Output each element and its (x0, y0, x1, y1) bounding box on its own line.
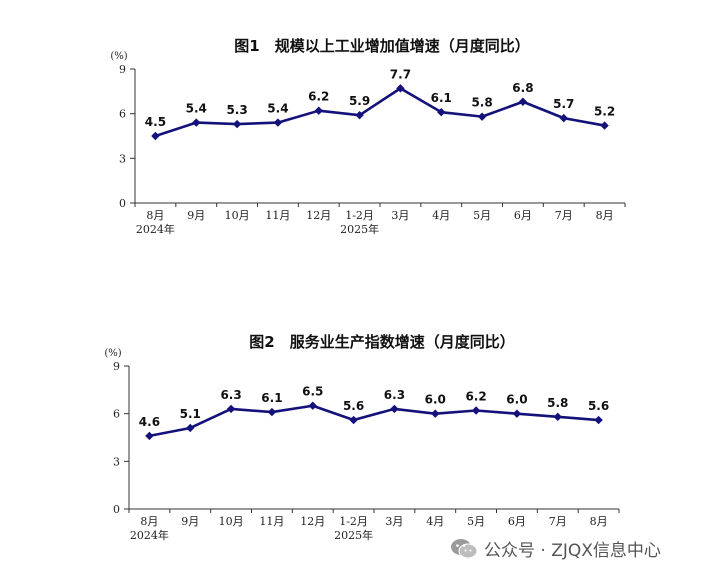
chart2-data-point (594, 415, 603, 425)
chart1-data-point (396, 84, 405, 93)
chart2-series-line (149, 404, 599, 438)
chart1-data-label: 5.3 (226, 103, 247, 117)
chart1-data-point (151, 131, 160, 141)
chart1-x-tick-label: 8月 (596, 209, 614, 222)
chart2-x-tick-label: 11月 (259, 515, 284, 528)
chart1-data-point (355, 110, 364, 120)
chart2-x-tick-label: 9月 (181, 515, 199, 528)
chart1-title: 图1 规模以上工业增加值增速（月度同比） (234, 37, 530, 55)
chart2-x-tick-label: 1-2月 (339, 515, 368, 528)
chart1-y-tick-label: 0 (119, 197, 126, 210)
chart2-data-label: 6.0 (506, 393, 527, 407)
chart2-data-point (349, 415, 358, 425)
chart2-data-point (186, 423, 195, 433)
chart1-data-label: 6.8 (512, 81, 533, 95)
chart2-x-tick-label: 3月 (385, 515, 403, 528)
chart1-x-tick-label: 6月 (514, 209, 532, 222)
chart2-data-point (512, 409, 522, 418)
chart2-x-tick-label: 7月 (549, 515, 567, 528)
chart1-data-point (192, 118, 201, 127)
chart2-x-tick-label: 8月 (590, 515, 608, 528)
chart2-data-point (431, 409, 440, 418)
chart1-y-tick-label: 6 (119, 108, 126, 121)
chart1-year-label: 2025年 (340, 222, 379, 236)
chart1-data-point (559, 113, 568, 123)
wechat-icon (451, 538, 478, 558)
chart2-data-point (390, 404, 399, 414)
chart2-x-tick-label: 12月 (300, 515, 325, 528)
chart2-x-tick-label: 8月 (140, 515, 158, 528)
chart2-title: 图2 服务业生产指数增速（月度同比） (249, 333, 515, 351)
chart1-y-tick-label: 9 (119, 63, 126, 76)
chart2-x-tick-label: 4月 (426, 515, 444, 528)
chart1-data-label: 5.8 (471, 96, 492, 110)
chart1-data-point (518, 97, 528, 106)
chart1-x-tick-label: 8月 (146, 209, 164, 222)
chart2-data-label: 5.8 (547, 396, 568, 410)
chart2-data-point (308, 401, 317, 410)
chart2-data-point (553, 412, 562, 422)
chart1-x-tick-label: 3月 (391, 209, 409, 222)
chart2-data-label: 5.6 (588, 399, 609, 413)
chart2-y-tick-label: 9 (113, 360, 120, 373)
chart1-data-point (477, 112, 487, 121)
chart1-x-tick-label: 7月 (555, 209, 573, 222)
chart1-data-label: 7.7 (390, 67, 411, 81)
chart1-data-point (232, 119, 242, 129)
chart2-data-label: 5.6 (343, 399, 364, 413)
chart2-y-tick-label: 3 (113, 455, 120, 468)
chart1-x-tick-label: 12月 (306, 209, 331, 222)
chart1-data-label: 5.4 (186, 102, 207, 116)
chart1-x-tick-label: 10月 (225, 209, 250, 222)
chart2-data-label: 4.6 (139, 415, 160, 429)
chart1-data-label: 5.2 (594, 105, 615, 119)
chart2-y-tick-label: 6 (113, 408, 120, 421)
chart2-data-label: 6.3 (220, 388, 241, 402)
chart1-series-line (155, 87, 605, 138)
chart1-x-tick-label: 1-2月 (345, 209, 374, 222)
chart1-data-point (314, 106, 323, 115)
chart2-x-tick-label: 10月 (219, 515, 244, 528)
chart2-data-label: 5.1 (180, 407, 201, 421)
chart2-x-tick-label: 5月 (467, 515, 485, 528)
chart1-x-tick-label: 4月 (432, 209, 450, 222)
chart2-data-point (471, 406, 481, 415)
chart1-data-label: 5.9 (349, 94, 370, 108)
chart2-data-label: 6.0 (425, 393, 446, 407)
chart2-unit-label: (%) (104, 348, 121, 359)
chart2-data-point (226, 404, 236, 414)
chart1-data-label: 5.4 (267, 102, 288, 116)
chart1-x-tick-label: 11月 (265, 209, 290, 222)
chart2-data-label: 6.5 (302, 385, 323, 399)
chart2-y-tick-label: 0 (113, 503, 120, 516)
chart1-data-label: 6.1 (431, 91, 452, 105)
chart2-year-label: 2024年 (130, 528, 169, 542)
chart1-x-tick-label: 9月 (187, 209, 205, 222)
chart2-data-point (267, 407, 277, 417)
chart1-data-label: 6.2 (308, 90, 329, 104)
chart1-data-point (600, 121, 609, 130)
chart2-data-label: 6.1 (261, 391, 282, 405)
chart1-data-label: 5.7 (553, 97, 574, 111)
chart1-data-point (273, 118, 283, 127)
chart2-data-label: 6.3 (384, 388, 405, 402)
chart2-x-tick-label: 6月 (508, 515, 526, 528)
chart1-unit-label: (%) (110, 51, 127, 62)
watermark: 公众号 · ZJQX信息中心 (450, 536, 661, 561)
chart2-data-point (145, 431, 154, 441)
chart2-year-label: 2025年 (334, 528, 373, 542)
chart1-data-point (437, 107, 446, 117)
watermark-text: 公众号 · ZJQX信息中心 (484, 541, 661, 561)
chart1-year-label: 2024年 (136, 222, 175, 236)
chart1-x-tick-label: 5月 (473, 209, 491, 222)
chart1-y-tick-label: 3 (119, 152, 126, 165)
chart2-data-label: 6.2 (465, 389, 486, 403)
chart1-data-label: 4.5 (145, 115, 166, 129)
